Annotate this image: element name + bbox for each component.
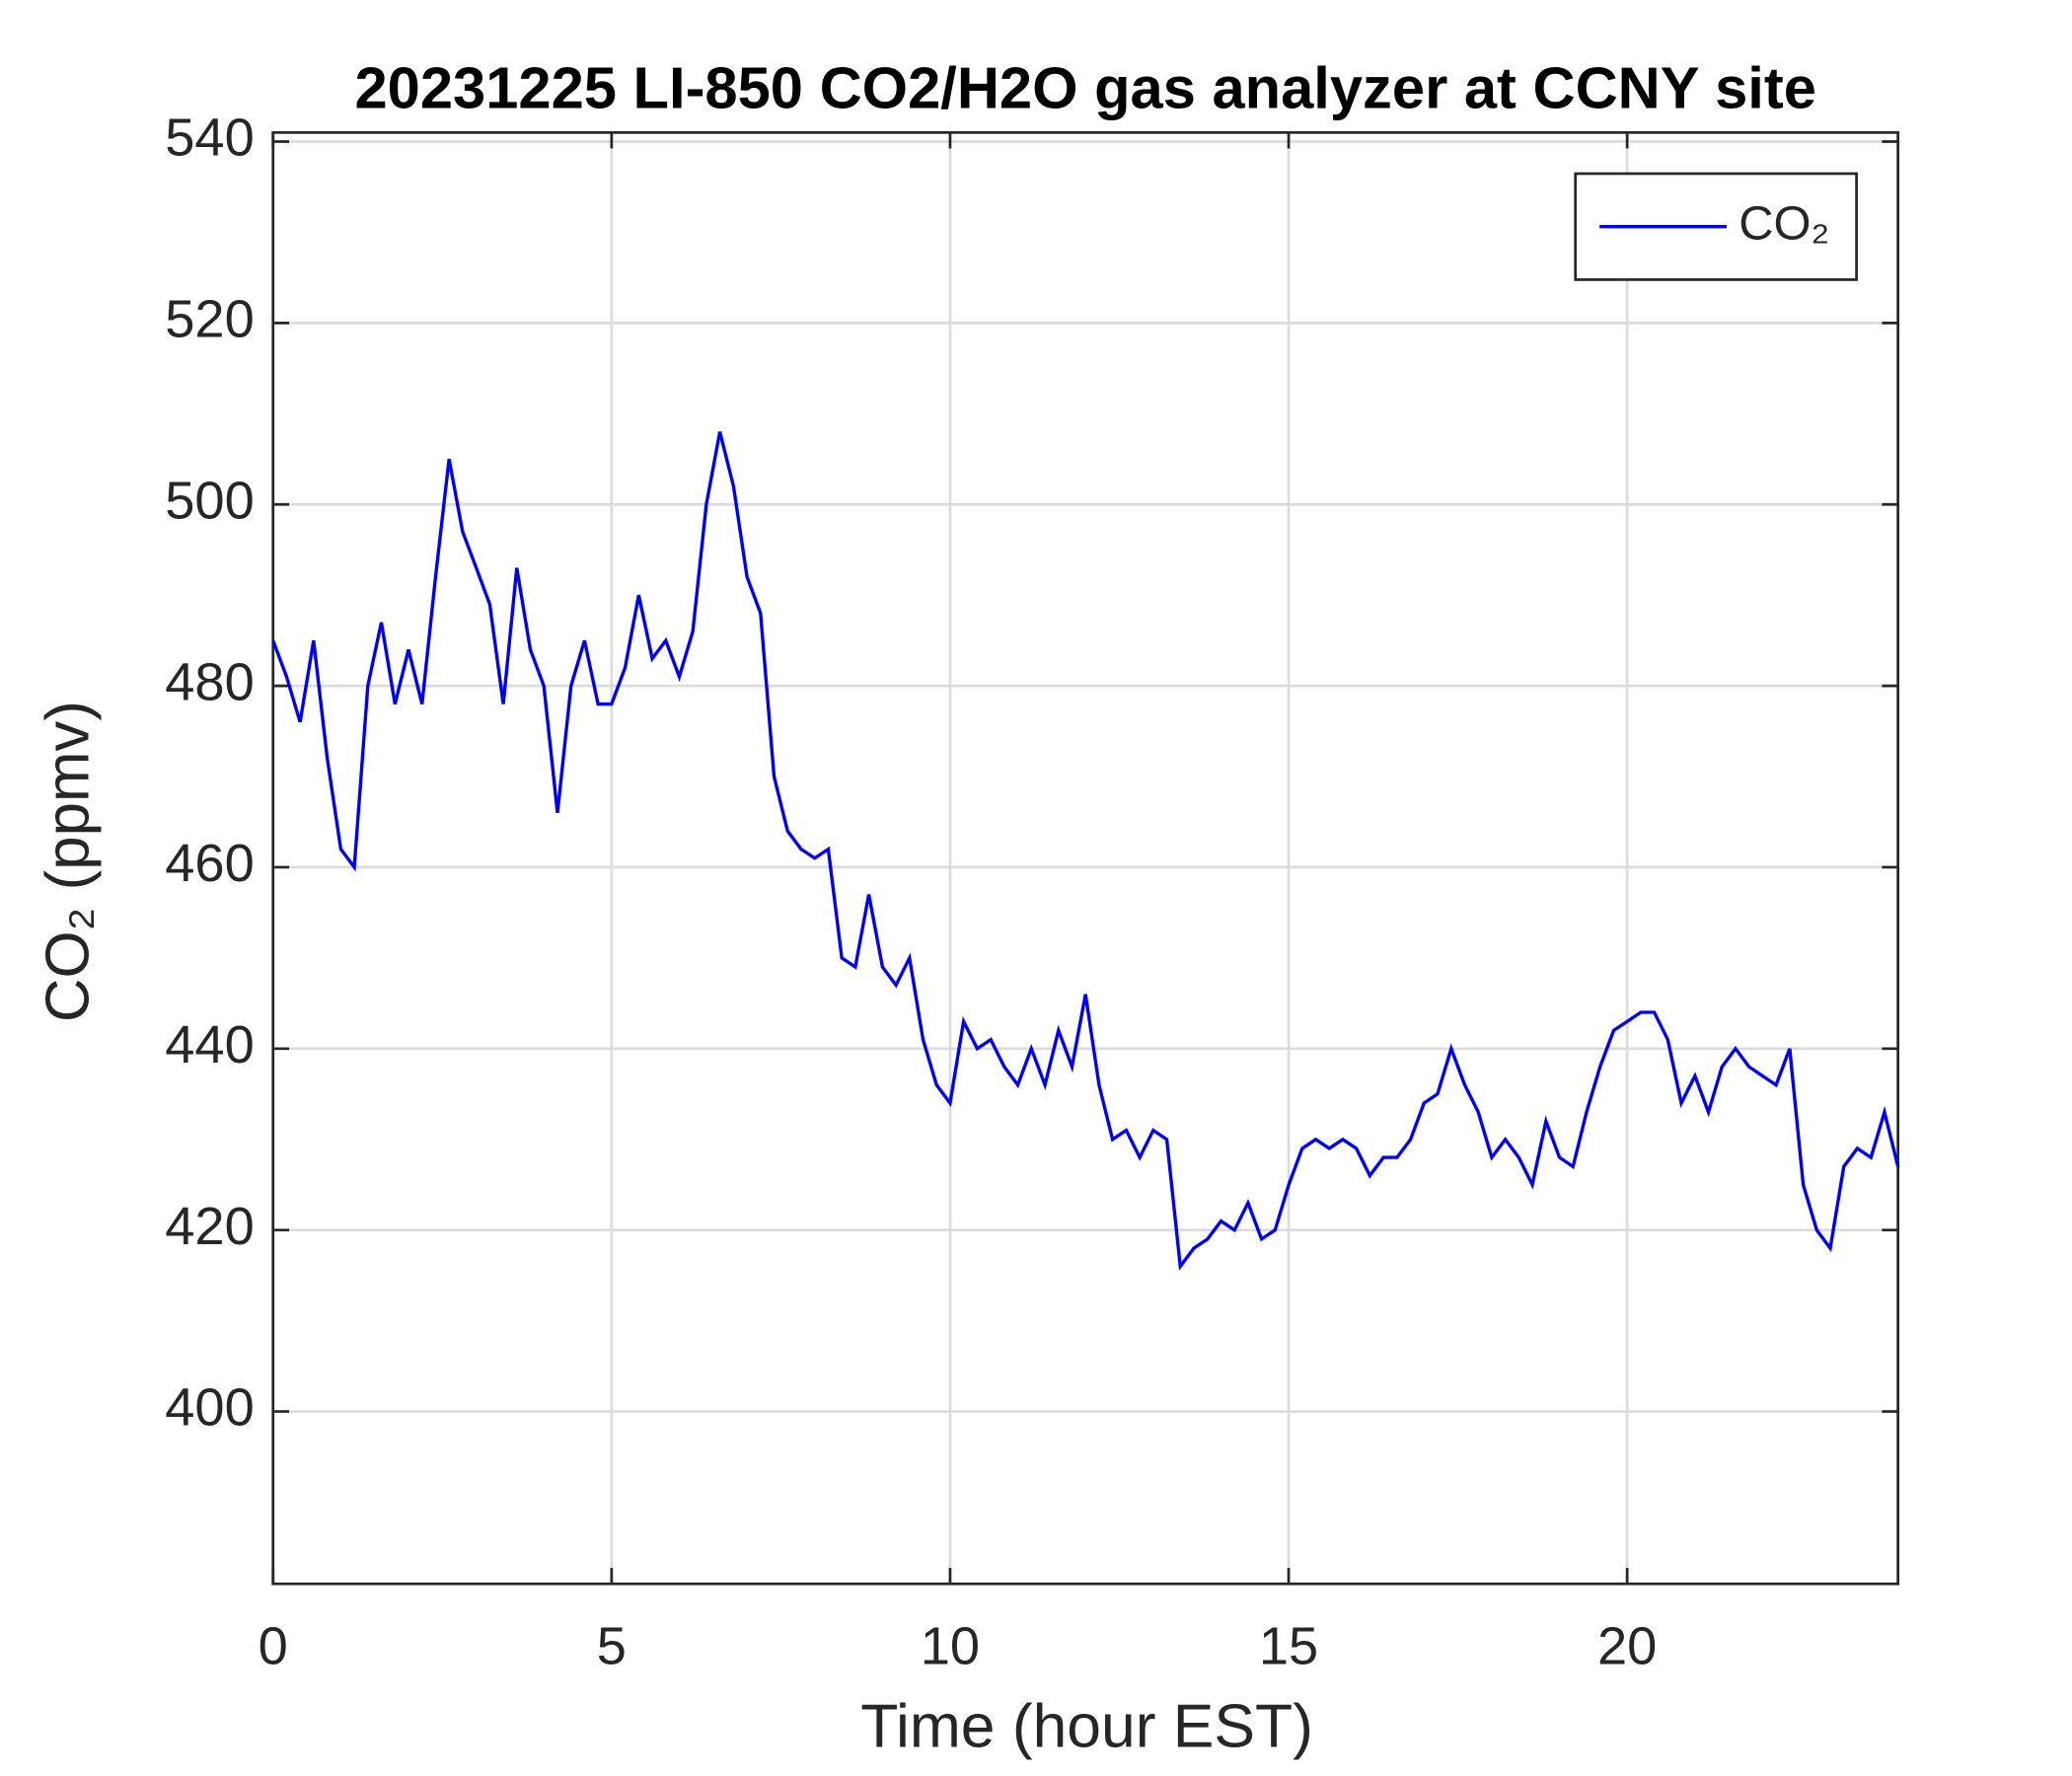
legend-label: CO₂ [1739, 197, 1829, 251]
y-tick-label: 480 [165, 653, 255, 712]
plot-frame [271, 130, 1899, 1586]
x-axis-label: Time (hour EST) [860, 1693, 1313, 1761]
x-tick-label: 5 [597, 1617, 627, 1676]
y-tick-label: 440 [165, 1015, 255, 1074]
y-axis-label: CO₂ (ppmv) [34, 701, 102, 1022]
y-tick-label: 460 [165, 834, 255, 893]
x-tick-label: 10 [921, 1617, 980, 1676]
x-tick-label: 0 [259, 1617, 288, 1676]
x-tick-label: 15 [1259, 1617, 1318, 1676]
y-tick-label: 540 [165, 109, 255, 168]
y-tick-label: 520 [165, 290, 255, 349]
y-tick-label: 500 [165, 472, 255, 531]
legend: CO₂ [1574, 172, 1858, 281]
x-tick-label: 20 [1597, 1617, 1657, 1676]
y-tick-label: 420 [165, 1197, 255, 1256]
chart-title: 20231225 LI-850 CO2/H2O gas analyzer at … [355, 55, 1816, 121]
data-line [271, 431, 1900, 1271]
y-tick-label: 400 [165, 1378, 255, 1438]
